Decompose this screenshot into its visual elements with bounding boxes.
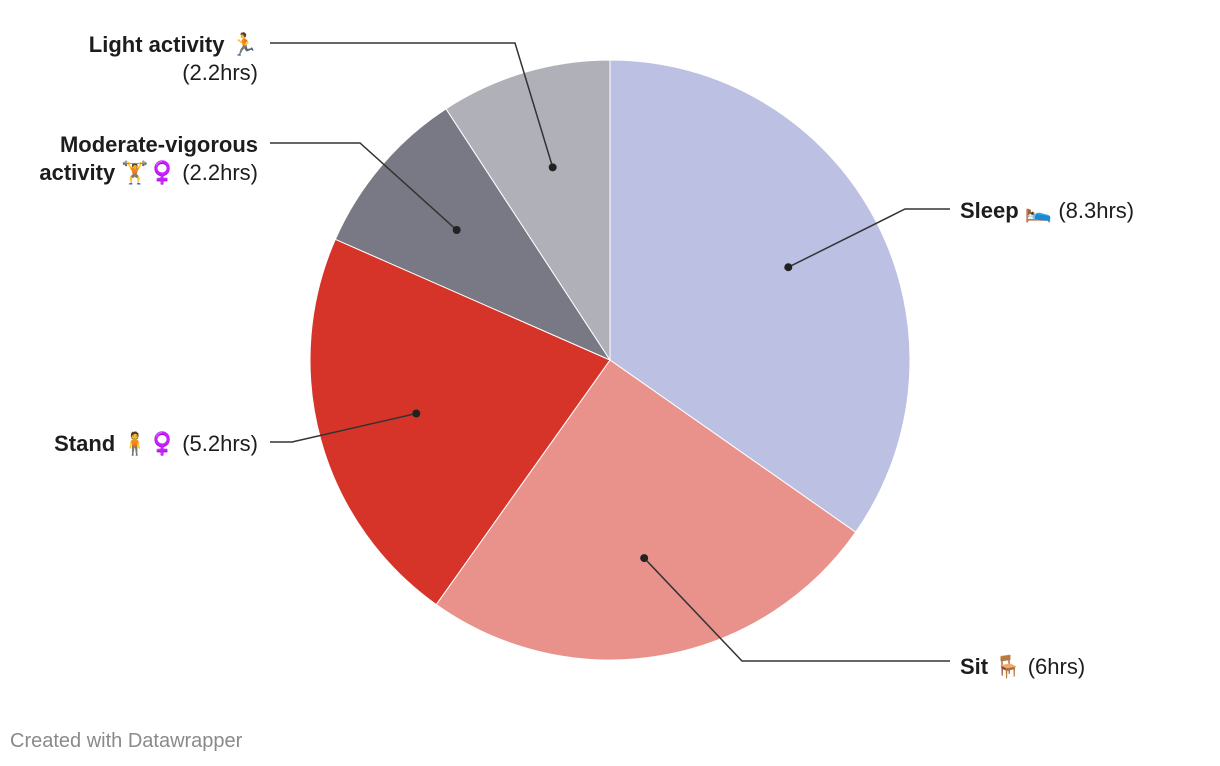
datawrapper-credit[interactable]: Created with Datawrapper [10, 730, 243, 752]
slice-label-light-activity: Light activity 🏃 (2.2hrs) [89, 32, 258, 85]
leader-line-stand [270, 412, 417, 443]
slice-labels: Sleep 🛌 (8.3hrs) Sit 🪑 (6hrs) Stand 🧍♀️ (5… [39, 32, 1134, 679]
pie-slice-stand[interactable] [309, 238, 611, 606]
leader-dot-light-activity [548, 163, 557, 172]
leader-line-sit [643, 557, 950, 662]
leader-line-light-activity [270, 42, 554, 168]
leader-dot-stand [412, 409, 421, 418]
pie-slice-sit[interactable] [435, 359, 857, 661]
slice-label-sit: Sit 🪑 (6hrs) [960, 654, 1085, 679]
pie-slice-sleep[interactable] [609, 59, 911, 533]
slice-label-sleep: Sleep 🛌 (8.3hrs) [960, 198, 1134, 223]
slice-label-stand: Stand 🧍♀️ (5.2hrs) [54, 431, 258, 456]
pie-slice-moderate-vigorous-activity[interactable] [334, 108, 612, 362]
leader-dot-sleep [784, 263, 793, 272]
leader-dot-moderate-vigorous-activity [452, 226, 461, 235]
leader-lines [270, 42, 950, 662]
leader-line-sleep [787, 208, 950, 268]
pie-slices [309, 59, 911, 661]
slice-label-moderate-vigorous-activity: Moderate-vigorous activity 🏋️♀️ (2.2hrs) [39, 132, 258, 185]
leader-dot-sit [640, 554, 649, 563]
leader-line-moderate-vigorous-activity [270, 142, 458, 231]
